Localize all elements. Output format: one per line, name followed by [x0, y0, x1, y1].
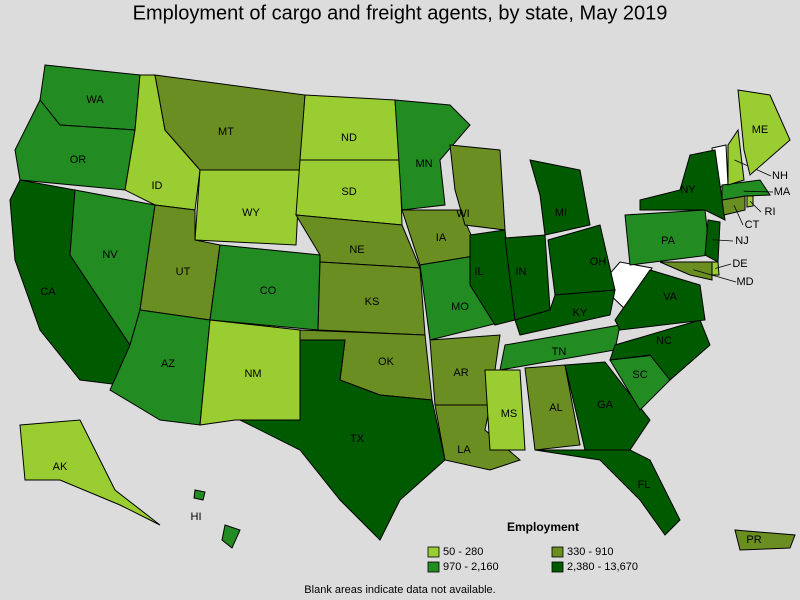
state-label: NH [772, 170, 788, 182]
leader-line [749, 200, 762, 213]
legend-label: 2,380 - 13,670 [567, 561, 638, 573]
state-label: MD [736, 276, 753, 288]
leader-line [715, 263, 732, 269]
state-label: KY [573, 307, 588, 319]
state-label: PA [661, 235, 676, 247]
state [727, 128, 745, 186]
state [639, 149, 726, 221]
states: WA OR CA NV ID MT WY UT CO AZ NM ND SD NE KS OK TX MN IA MO… [9, 64, 796, 551]
state [529, 159, 591, 236]
state [721, 179, 771, 201]
state-label: NV [102, 249, 118, 261]
state-label: NC [656, 335, 672, 347]
state [564, 361, 651, 451]
state-label: MO [451, 301, 469, 313]
state-blank [599, 261, 653, 313]
state-label: MI [555, 207, 567, 219]
state-label: MN [415, 158, 432, 170]
state-label: NE [349, 244, 364, 256]
state [659, 261, 713, 281]
map-title: Employment of cargo and freight agents, … [133, 2, 668, 24]
state-label: AR [453, 367, 468, 379]
state [614, 269, 706, 331]
state-label: IA [436, 232, 447, 244]
state-label: UT [176, 266, 191, 278]
state [193, 489, 206, 501]
state [534, 449, 681, 536]
state-label: WI [456, 208, 469, 220]
state [737, 89, 791, 176]
state-label: RI [765, 206, 776, 218]
state-label: IL [474, 266, 483, 278]
state [221, 524, 241, 549]
state-label: AL [549, 402, 562, 414]
state-label: NY [680, 184, 696, 196]
state-label: PR [746, 534, 761, 546]
state-label: MT [218, 126, 234, 138]
state-label: TX [350, 433, 365, 445]
state-label: WY [242, 207, 260, 219]
legend-swatch [427, 561, 440, 573]
state-label: OK [378, 356, 395, 368]
state-label: SC [632, 369, 647, 381]
leader-line [712, 239, 734, 242]
state-label: GA [597, 399, 614, 411]
state-label: IN [516, 266, 527, 278]
state [449, 144, 506, 231]
state-label: CO [260, 285, 277, 297]
legend-swatch [551, 546, 564, 558]
state-label: MS [501, 408, 518, 420]
state-label: ME [752, 124, 769, 136]
leader-line [693, 269, 737, 283]
state-label: MA [774, 186, 791, 198]
state [524, 364, 581, 451]
state-label: VA [663, 291, 678, 303]
state-label: NJ [735, 235, 748, 247]
state-label: KS [365, 296, 380, 308]
state-label: WA [86, 94, 104, 106]
state-label: OR [70, 154, 87, 166]
legend-title: Employment [507, 520, 579, 534]
legend-swatch [551, 561, 564, 573]
state-label: LA [457, 444, 471, 456]
state [704, 219, 721, 263]
state-label: NM [244, 368, 261, 380]
legend: Employment 50 - 280 330 - 910 970 - 2,160 2… [427, 520, 638, 573]
state [299, 94, 401, 161]
state-label: ND [341, 132, 357, 144]
state [194, 169, 301, 246]
state [19, 419, 161, 526]
state-label: AK [53, 461, 68, 473]
state [239, 339, 446, 541]
state-label: HI [191, 511, 202, 523]
state-label: AZ [161, 358, 175, 370]
legend-swatch [427, 546, 440, 558]
state-label: CA [40, 286, 56, 298]
leader-line [743, 190, 774, 193]
state-label: TN [552, 346, 567, 358]
state-label: FL [638, 479, 651, 491]
state [734, 529, 796, 551]
state-label: CT [745, 219, 760, 231]
state [484, 369, 526, 451]
state-label: SD [341, 186, 356, 198]
state-label: DE [732, 258, 747, 270]
legend-label: 970 - 2,160 [443, 561, 499, 573]
state-label: ID [152, 180, 163, 192]
legend-label: 330 - 910 [567, 546, 613, 558]
leader-line [733, 205, 744, 226]
state [514, 289, 616, 336]
legend-label: 50 - 280 [443, 546, 483, 558]
state-label: OH [590, 256, 607, 268]
state [469, 229, 516, 326]
footnote: Blank areas indicate data not available. [304, 584, 495, 596]
